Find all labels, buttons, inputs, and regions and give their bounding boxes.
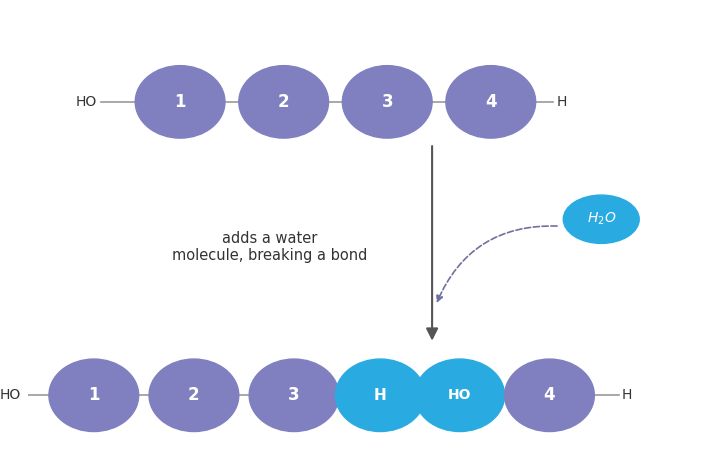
Text: 2: 2 (278, 93, 289, 111)
FancyArrowPatch shape (437, 226, 557, 301)
Text: $H_2O$: $H_2O$ (587, 211, 616, 228)
Text: 3: 3 (288, 386, 300, 404)
Ellipse shape (563, 195, 639, 244)
Ellipse shape (239, 66, 328, 138)
Ellipse shape (149, 359, 239, 431)
Text: HO: HO (0, 388, 22, 403)
Text: 4: 4 (485, 93, 497, 111)
Text: HO: HO (76, 95, 97, 109)
Ellipse shape (342, 66, 432, 138)
Text: adds a water
molecule, breaking a bond: adds a water molecule, breaking a bond (172, 231, 367, 263)
Text: H: H (622, 388, 632, 403)
Ellipse shape (249, 359, 339, 431)
Ellipse shape (505, 359, 594, 431)
Text: H: H (374, 388, 387, 403)
Ellipse shape (135, 66, 225, 138)
Text: 4: 4 (544, 386, 555, 404)
Text: H: H (557, 95, 567, 109)
Ellipse shape (336, 359, 426, 431)
Ellipse shape (49, 359, 139, 431)
Text: 3: 3 (382, 93, 393, 111)
Text: 1: 1 (88, 386, 99, 404)
Text: 1: 1 (174, 93, 186, 111)
Text: 2: 2 (188, 386, 199, 404)
Ellipse shape (446, 66, 536, 138)
Text: HO: HO (448, 388, 472, 403)
Ellipse shape (415, 359, 505, 431)
